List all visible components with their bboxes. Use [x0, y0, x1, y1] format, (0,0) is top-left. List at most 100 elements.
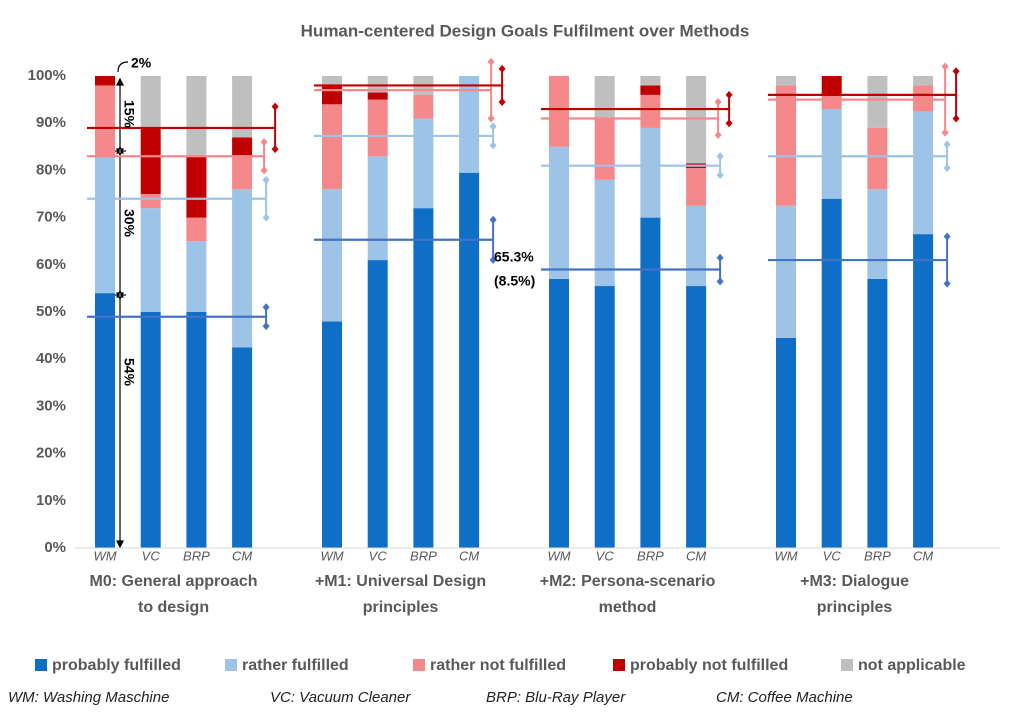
bar-segment [776, 337, 796, 548]
bar-segment [867, 189, 888, 279]
group-label: +M2: Persona-scenario [540, 573, 716, 590]
bar-segment [186, 312, 207, 548]
bar-segment [821, 198, 842, 548]
error-cap [941, 62, 949, 71]
y-tick-label: 50% [36, 303, 66, 320]
bar-segment [821, 76, 842, 95]
bar-segment [594, 76, 615, 119]
bar-segment [413, 208, 434, 548]
bar-segment [367, 260, 388, 548]
bar-segment [867, 127, 888, 190]
bar-segment [640, 85, 661, 95]
bar-segment [140, 194, 161, 209]
bar-segment [367, 92, 388, 100]
y-tick-label: 60% [36, 256, 66, 273]
x-tick-label: VC [823, 548, 842, 563]
y-tick-label: 30% [36, 397, 66, 414]
bar-segment [776, 205, 796, 338]
y-tick-label: 20% [36, 445, 66, 462]
bar-segment [413, 118, 434, 209]
legend-label: rather fulfilled [242, 657, 349, 674]
legend-swatch [225, 659, 237, 671]
bar-segment [549, 146, 569, 279]
error-cap [725, 90, 733, 99]
bar-segment [140, 312, 161, 548]
bar-segment [186, 76, 207, 157]
bar-segment [640, 76, 661, 86]
legend-label: probably fulfilled [52, 657, 181, 674]
bar-segment [232, 189, 253, 348]
annotation: 2% [131, 55, 152, 71]
annotation: 30% [121, 209, 137, 238]
legend-label: not applicable [858, 657, 966, 674]
chart-title: Human-centered Design Goals Fulfilment o… [301, 21, 750, 40]
bar-segment [913, 85, 934, 112]
annotation: 15% [121, 100, 137, 129]
bar-segment [913, 234, 934, 548]
legend-swatch [413, 659, 425, 671]
y-tick-label: 10% [36, 492, 66, 509]
x-tick-label: VC [596, 548, 615, 563]
annotation: 65.3% [494, 249, 534, 265]
y-tick-label: 100% [28, 67, 66, 84]
bar-segment [776, 76, 796, 86]
error-cap [714, 131, 722, 139]
bar-segment [640, 217, 661, 548]
group-label: method [599, 599, 657, 616]
x-tick-label: VC [369, 548, 388, 563]
bar-segment [686, 286, 707, 548]
bar-segment [459, 76, 480, 173]
error-cap [943, 279, 951, 288]
error-cap [716, 171, 724, 180]
x-tick-label: CM [913, 548, 933, 563]
bar-segment [594, 179, 615, 287]
legend-swatch [613, 659, 625, 671]
x-tick-label: VC [142, 548, 161, 563]
bar-segment [322, 321, 342, 548]
bar-segment [95, 293, 115, 548]
error-cap [943, 232, 951, 241]
error-cap [262, 175, 270, 184]
bar-segment [95, 156, 115, 294]
bar-segment [549, 278, 569, 548]
bar-segment [322, 104, 342, 190]
bar-segment [821, 94, 842, 110]
y-tick-label: 70% [36, 209, 66, 226]
bar-segment [549, 76, 569, 147]
error-cap [943, 140, 951, 149]
footnote: CM: Coffee Machine [716, 689, 853, 706]
error-cap [489, 255, 497, 264]
bar-segment [686, 168, 707, 206]
x-tick-label: WM [93, 548, 116, 563]
legend-swatch [841, 659, 853, 671]
bar-segment [232, 137, 253, 157]
bar-segment [322, 189, 342, 322]
legend-swatch [35, 659, 47, 671]
bar-segment [776, 85, 796, 206]
x-tick-label: BRP [183, 548, 210, 563]
group-label: principles [817, 599, 893, 616]
error-cap [716, 152, 724, 161]
error-cap [487, 57, 495, 66]
error-cap [952, 114, 960, 123]
footnote: WM: Washing Maschine [8, 689, 169, 706]
bar-segment [367, 76, 388, 93]
error-cap [725, 119, 733, 128]
bar-segment [594, 118, 615, 180]
group-label: principles [363, 599, 439, 616]
error-cap [260, 166, 268, 175]
bar-segment [232, 76, 253, 138]
bar-segment [367, 156, 388, 261]
annotation: 54% [121, 358, 137, 387]
bar-segment [867, 278, 888, 548]
legend-label: probably not fulfilled [630, 657, 788, 674]
x-tick-label: WM [774, 548, 797, 563]
error-cap [941, 128, 949, 137]
bar-segment [140, 76, 161, 128]
x-tick-label: WM [320, 548, 343, 563]
bar-segment [867, 76, 888, 128]
group-label: M0: General approach [90, 573, 258, 590]
bar-segment [594, 286, 615, 548]
bar-segment [186, 241, 207, 312]
